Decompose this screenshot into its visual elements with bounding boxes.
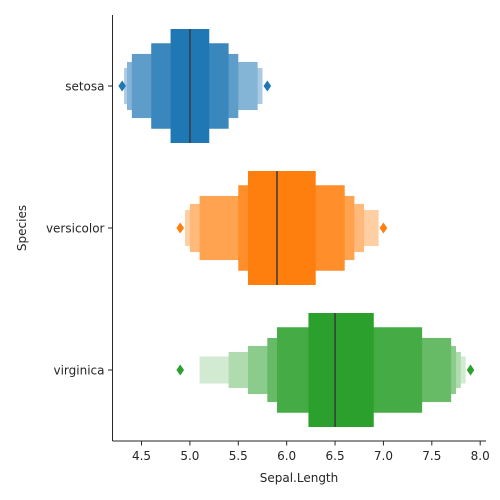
outlier-point [466,364,475,376]
outlier-point [176,364,185,376]
y-tick-label: setosa [65,80,104,94]
x-tick-label: 4.5 [132,449,151,463]
outlier-point [379,222,388,234]
x-tick-label: 8.0 [471,449,490,463]
boxen-box [247,171,316,285]
boxen-group-virginica [176,313,475,427]
x-axis-label: Sepal.Length [260,471,339,485]
x-tick-label: 6.5 [326,449,345,463]
boxen-box [308,313,374,427]
x-axis-ticks: 4.5 5.0 5.5 6.0 6.5 7.0 7.5 8.0 [132,441,490,463]
boxen-group-setosa [118,29,272,143]
y-axis-ticks: setosa versicolor virginica [46,80,113,378]
x-tick-label: 7.5 [422,449,441,463]
y-tick-label: versicolor [46,222,105,236]
plot-area [118,29,475,427]
outlier-point [263,80,272,92]
x-tick-label: 6.0 [277,449,296,463]
y-tick-label: virginica [54,364,105,378]
y-axis-label: Species [15,205,29,251]
x-tick-label: 7.0 [374,449,393,463]
x-tick-label: 5.5 [229,449,248,463]
boxen-group-versicolor [176,171,388,285]
outlier-point [176,222,185,234]
x-tick-label: 5.0 [180,449,199,463]
outlier-point [118,80,126,92]
